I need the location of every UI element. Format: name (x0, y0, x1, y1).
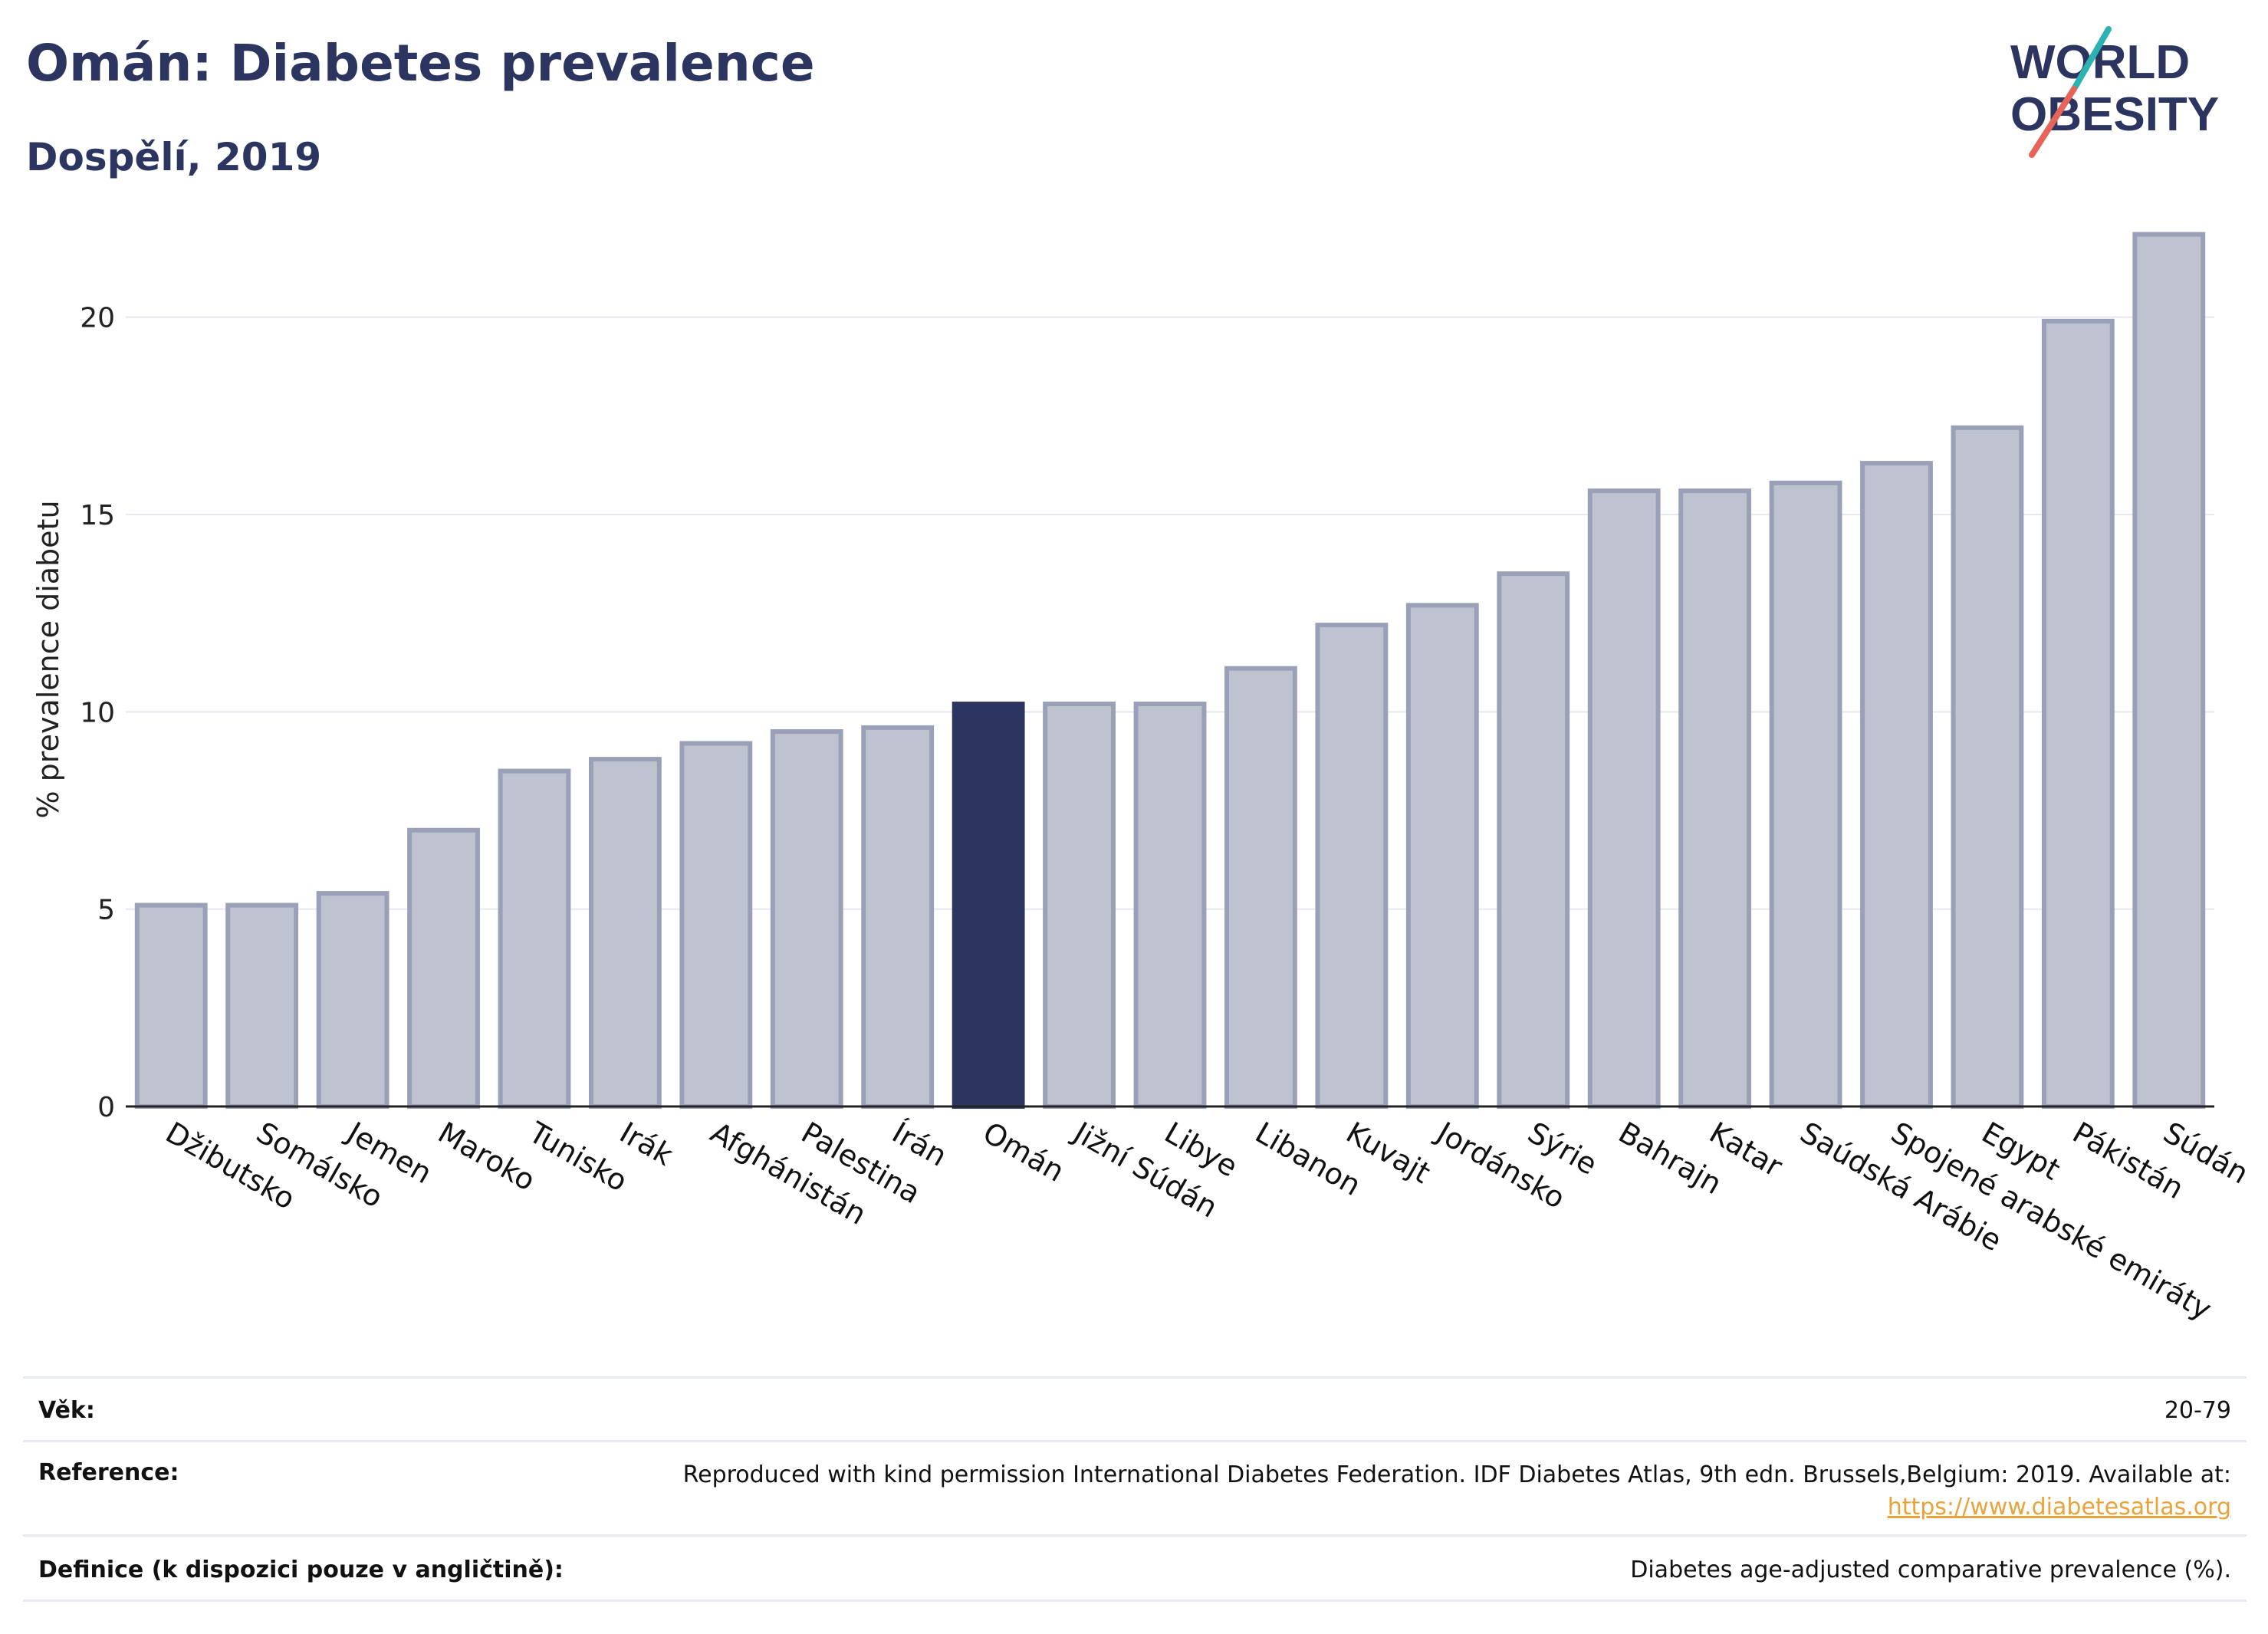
bar-Somálsko[interactable] (225, 902, 299, 1110)
bar-Libye[interactable] (1133, 702, 1207, 1109)
age-label: Věk: (38, 1397, 95, 1424)
bar-Katar[interactable] (1678, 488, 1752, 1109)
x-tick-label: Omán (978, 1116, 1070, 1189)
bar-Džibutsko[interactable] (134, 902, 208, 1110)
bar-Libanon[interactable] (1224, 666, 1297, 1109)
x-tick-label: Tunisko (523, 1115, 633, 1198)
y-tick-label: 15 (80, 500, 115, 531)
reference-value: Reproduced with kind permission Internat… (683, 1459, 2231, 1524)
logo-slash-coral (2029, 86, 2077, 158)
y-tick-label: 20 (80, 303, 115, 334)
chart-subtitle: Dospělí, 2019 (26, 135, 322, 179)
definition-value: Diabetes age-adjusted comparative preval… (1630, 1557, 2231, 1583)
y-axis-label: % prevalence diabetu (31, 500, 65, 818)
bar-Bahrajn[interactable] (1587, 488, 1661, 1109)
bars (134, 232, 2206, 1110)
bar-Jordánsko[interactable] (1405, 603, 1479, 1109)
meta-row-reference: Reference: Reproduced with kind permissi… (23, 1440, 2247, 1534)
bar-Spojené arabské emiráty[interactable] (1860, 461, 1933, 1109)
bar-Egypt[interactable] (1951, 425, 2024, 1109)
bar-Palestina[interactable] (770, 729, 843, 1109)
world-obesity-logo[interactable]: WORLD OBESITY (2001, 23, 2254, 161)
meta-row-definition: Definice (k dispozici pouze v angličtině… (23, 1534, 2247, 1602)
bar-Omán[interactable] (952, 702, 1025, 1109)
logo-slash-teal (2071, 26, 2112, 92)
chart-title: Omán: Diabetes prevalence (26, 34, 815, 93)
reference-link[interactable]: https://www.diabetesatlas.org (1887, 1494, 2231, 1521)
reference-label: Reference: (38, 1459, 179, 1486)
bar-Jižní Súdán[interactable] (1043, 702, 1116, 1109)
y-tick-label: 10 (80, 697, 115, 728)
bar-Saúdská Arábie[interactable] (1769, 480, 1842, 1109)
bar-Afghánistán[interactable] (679, 741, 753, 1109)
age-value: 20-79 (2164, 1397, 2231, 1424)
bar-Maroko[interactable] (407, 827, 480, 1109)
metadata-table: Věk: 20-79 Reference: Reproduced with ki… (23, 1376, 2247, 1602)
x-tick-label: Bahrajn (1613, 1116, 1727, 1202)
bar-Tunisko[interactable] (498, 768, 571, 1109)
reference-text: Reproduced with kind permission Internat… (682, 1461, 2231, 1488)
bar-Írán[interactable] (861, 725, 935, 1109)
bar-Sýrie[interactable] (1497, 571, 1570, 1109)
y-tick-label: 0 (97, 1092, 115, 1123)
meta-row-age: Věk: 20-79 (23, 1376, 2247, 1440)
bar-Súdán[interactable] (2132, 232, 2206, 1109)
bar-Kuvajt[interactable] (1315, 623, 1389, 1109)
bar-chart: 05101520DžibutskoSomálskoJemenMarokoTuni… (31, 232, 2254, 1327)
y-tick-label: 5 (97, 895, 115, 926)
bar-Pákistán[interactable] (2041, 318, 2115, 1109)
x-tick-label: Maroko (432, 1116, 541, 1198)
bar-Jemen[interactable] (316, 891, 390, 1109)
definition-label: Definice (k dispozici pouze v angličtině… (38, 1557, 564, 1583)
bar-Irák[interactable] (588, 757, 662, 1109)
